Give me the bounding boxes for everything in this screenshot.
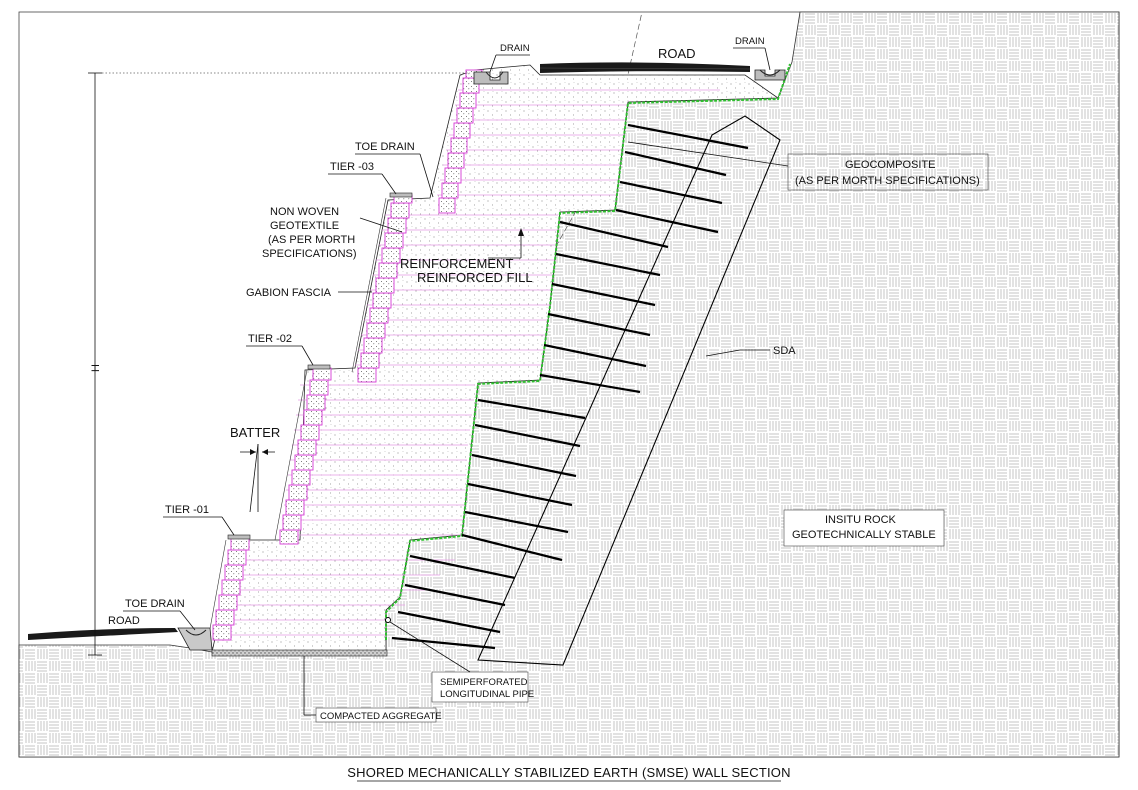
label-nonwoven-1: NON WOVEN <box>270 206 339 218</box>
tier-caps <box>227 192 413 540</box>
bottom-road <box>28 628 178 640</box>
label-reinforcement: REINFORCEMENT <box>400 256 513 271</box>
top-drain-left <box>473 71 509 85</box>
label-drain-left: DRAIN <box>500 43 530 54</box>
geotextile-lines <box>207 197 387 641</box>
gabion-fascia <box>212 69 483 641</box>
label-drain-right: DRAIN <box>735 36 765 47</box>
compacted-aggregate-base <box>211 649 388 657</box>
reinforcement-layers <box>220 89 720 636</box>
label-tier-03: TIER -03 <box>330 161 374 173</box>
label-sda: SDA <box>773 345 796 357</box>
label-nonwoven-2: GEOTEXTILE <box>270 220 339 232</box>
label-insitu-2: GEOTECHNICALLY STABLE <box>792 529 936 541</box>
label-nonwoven-4: SPECIFICATIONS) <box>262 248 357 260</box>
geocomposite-drain <box>385 63 791 640</box>
label-insitu-1: INSITU ROCK <box>825 514 897 526</box>
diagram-title: SHORED MECHANICALLY STABILIZED EARTH (SM… <box>347 765 790 780</box>
label-geocomposite-2: (AS PER MORTH SPECIFICATIONS) <box>795 175 980 187</box>
label-pipe-1: SEMIPERFORATED <box>440 677 528 688</box>
height-dimension: H <box>88 72 470 656</box>
label-gabion-fascia: GABION FASCIA <box>246 287 332 299</box>
label-batter: BATTER <box>230 425 280 440</box>
top-road <box>539 62 751 73</box>
label-road-bottom: ROAD <box>108 615 140 627</box>
sda-zone-outline <box>477 115 781 666</box>
label-tier-01: TIER -01 <box>165 504 209 516</box>
sda-soil-nails <box>391 123 749 650</box>
labels: DRAIN ROAD DRAIN TOE DRAIN TIER -03 NON … <box>108 36 989 723</box>
label-nonwoven-3: (AS PER MORTH <box>268 234 355 246</box>
label-geocomposite-1: GEOCOMPOSITE <box>845 159 935 171</box>
label-toe-drain-upper: TOE DRAIN <box>355 141 415 153</box>
height-label: H <box>90 364 102 372</box>
label-reinforced-fill: REINFORCED FILL <box>417 270 533 285</box>
label-pipe-2: LONGITUDINAL PIPE <box>440 689 534 700</box>
top-drain-right <box>754 69 786 81</box>
semiperforated-pipe <box>385 617 391 623</box>
label-toe-drain-lower: TOE DRAIN <box>125 598 185 610</box>
label-tier-02: TIER -02 <box>248 333 292 345</box>
label-compacted-aggregate: COMPACTED AGGREGATE <box>320 711 442 722</box>
label-road-top: ROAD <box>658 46 696 61</box>
